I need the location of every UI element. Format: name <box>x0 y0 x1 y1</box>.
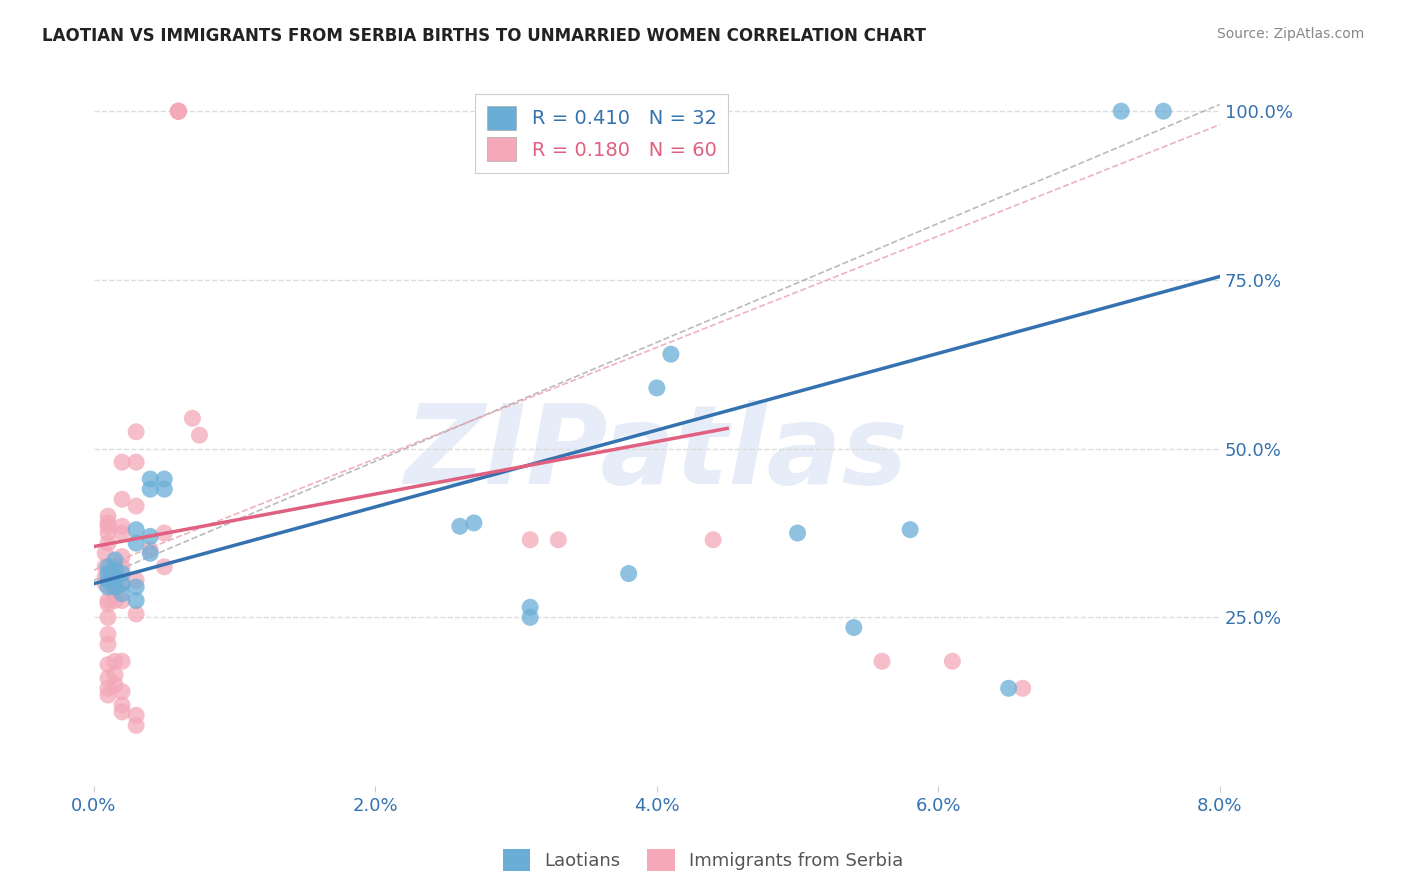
Legend: R = 0.410   N = 32, R = 0.180   N = 60: R = 0.410 N = 32, R = 0.180 N = 60 <box>475 95 728 173</box>
Point <box>97 688 120 702</box>
Point <box>104 593 127 607</box>
Point <box>111 698 134 713</box>
Point <box>94 570 117 584</box>
Point <box>125 593 148 607</box>
Point <box>97 657 120 672</box>
Point <box>94 546 117 560</box>
Point <box>941 654 963 668</box>
Point <box>97 574 120 588</box>
Point <box>167 104 190 119</box>
Point <box>167 104 190 119</box>
Point <box>125 536 148 550</box>
Point <box>94 559 117 574</box>
Point <box>125 425 148 439</box>
Point <box>519 600 541 615</box>
Point <box>104 553 127 567</box>
Point <box>645 381 668 395</box>
Point <box>97 597 120 611</box>
Point <box>153 472 176 486</box>
Point <box>139 472 162 486</box>
Point <box>125 718 148 732</box>
Point <box>125 708 148 723</box>
Point <box>449 519 471 533</box>
Point <box>997 681 1019 696</box>
Point <box>111 559 134 574</box>
Point <box>181 411 204 425</box>
Point <box>111 566 134 581</box>
Point <box>104 667 127 681</box>
Point <box>125 607 148 621</box>
Point <box>1152 104 1174 119</box>
Point <box>97 559 120 574</box>
Point <box>97 526 120 541</box>
Point <box>167 104 190 119</box>
Point <box>97 516 120 530</box>
Point <box>104 559 127 574</box>
Point <box>519 533 541 547</box>
Legend: Laotians, Immigrants from Serbia: Laotians, Immigrants from Serbia <box>495 842 911 879</box>
Text: ZIPatlas: ZIPatlas <box>405 400 908 507</box>
Point <box>125 523 148 537</box>
Point <box>97 637 120 651</box>
Point <box>104 563 127 577</box>
Point <box>104 583 127 598</box>
Point <box>111 587 134 601</box>
Point <box>104 566 127 581</box>
Point <box>97 580 120 594</box>
Point <box>125 574 148 588</box>
Point <box>153 482 176 496</box>
Point <box>97 671 120 685</box>
Point <box>111 492 134 507</box>
Point <box>870 654 893 668</box>
Point <box>786 526 808 541</box>
Point <box>1109 104 1132 119</box>
Point <box>111 576 134 591</box>
Text: LAOTIAN VS IMMIGRANTS FROM SERBIA BIRTHS TO UNMARRIED WOMEN CORRELATION CHART: LAOTIAN VS IMMIGRANTS FROM SERBIA BIRTHS… <box>42 27 927 45</box>
Point <box>617 566 640 581</box>
Point <box>104 654 127 668</box>
Point <box>463 516 485 530</box>
Point <box>104 574 127 588</box>
Point <box>139 529 162 543</box>
Point <box>97 627 120 641</box>
Point <box>153 559 176 574</box>
Point <box>97 566 120 581</box>
Point <box>111 549 134 564</box>
Point <box>702 533 724 547</box>
Point <box>111 593 134 607</box>
Point <box>104 678 127 692</box>
Text: Source: ZipAtlas.com: Source: ZipAtlas.com <box>1216 27 1364 41</box>
Point <box>547 533 569 547</box>
Point <box>659 347 682 361</box>
Point <box>104 580 127 594</box>
Point <box>519 610 541 624</box>
Point <box>139 542 162 557</box>
Point <box>167 104 190 119</box>
Point <box>97 509 120 524</box>
Point <box>104 570 127 584</box>
Point <box>111 684 134 698</box>
Point <box>153 526 176 541</box>
Point <box>111 455 134 469</box>
Point <box>111 526 134 541</box>
Point <box>97 519 120 533</box>
Point <box>125 499 148 513</box>
Point <box>125 580 148 594</box>
Point <box>111 576 134 591</box>
Point <box>97 536 120 550</box>
Point <box>842 621 865 635</box>
Point <box>111 519 134 533</box>
Point <box>97 593 120 607</box>
Point <box>125 455 148 469</box>
Point <box>97 681 120 696</box>
Point <box>97 610 120 624</box>
Point <box>898 523 921 537</box>
Point <box>111 654 134 668</box>
Point <box>139 546 162 560</box>
Point <box>188 428 211 442</box>
Point <box>139 482 162 496</box>
Point <box>1011 681 1033 696</box>
Point <box>111 705 134 719</box>
Point <box>94 576 117 591</box>
